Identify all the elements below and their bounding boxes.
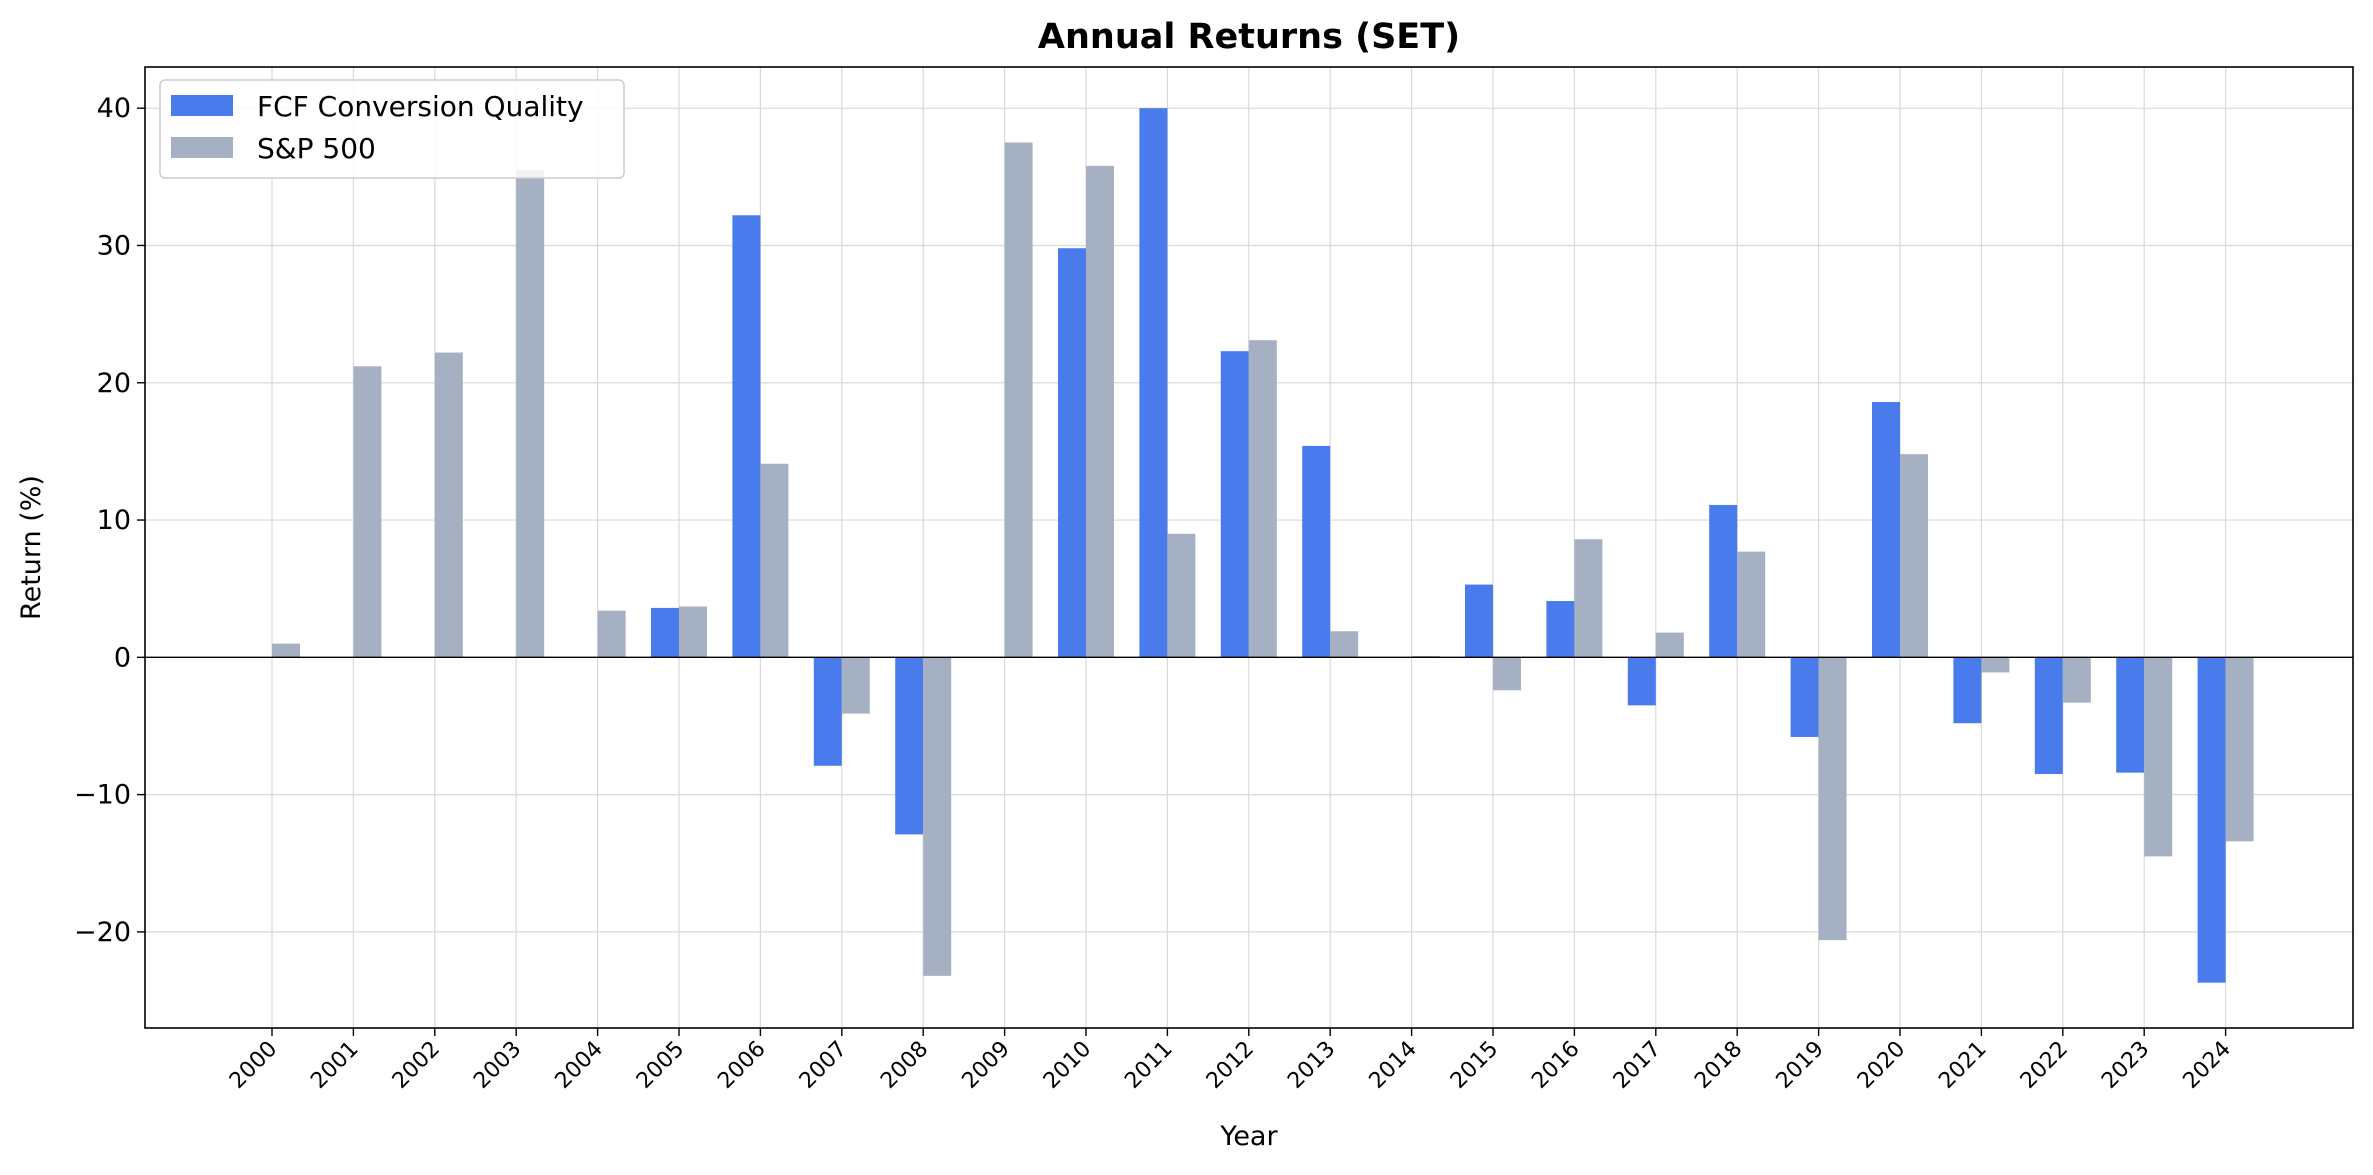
bar-sp500-2004 bbox=[597, 610, 626, 658]
x-tick-label: 2006 bbox=[713, 1037, 770, 1094]
bar-sp500-2015 bbox=[1493, 657, 1521, 691]
x-tick-label: 2009 bbox=[958, 1037, 1015, 1094]
bar-sp500-2002 bbox=[434, 352, 463, 658]
bar-sp500-2003 bbox=[516, 169, 545, 658]
bar-sp500-2020 bbox=[1900, 454, 1928, 658]
bar-sp500-2000 bbox=[272, 643, 300, 658]
x-tick-label: 2013 bbox=[1283, 1037, 1340, 1094]
bar-fcf-2023 bbox=[2116, 657, 2145, 773]
x-tick-label: 2015 bbox=[1446, 1037, 1503, 1094]
y-tick-label: 40 bbox=[97, 93, 131, 124]
y-tick-label: 0 bbox=[114, 642, 131, 673]
x-tick-label: 2007 bbox=[795, 1037, 852, 1094]
bar-fcf-2020 bbox=[1872, 401, 1900, 658]
bar-sp500-2018 bbox=[1737, 551, 1766, 658]
y-tick-label: −10 bbox=[74, 780, 131, 811]
x-tick-label: 2021 bbox=[1934, 1037, 1991, 1094]
bar-sp500-2013 bbox=[1330, 631, 1359, 658]
legend: FCF Conversion Quality S&P 500 bbox=[159, 79, 625, 179]
bar-fcf-2012 bbox=[1220, 351, 1249, 658]
y-tick-label: 30 bbox=[97, 230, 131, 261]
y-tick-label: −20 bbox=[74, 917, 131, 948]
bar-fcf-2013 bbox=[1302, 445, 1331, 658]
x-tick-label: 2011 bbox=[1120, 1037, 1177, 1094]
x-tick-label: 2003 bbox=[469, 1037, 526, 1094]
x-axis-label: Year bbox=[1219, 1121, 1278, 1152]
bar-fcf-2016 bbox=[1546, 601, 1575, 658]
bar-sp500-2024 bbox=[2225, 657, 2254, 842]
x-tick-label: 2010 bbox=[1039, 1037, 1096, 1094]
bar-sp500-2006 bbox=[760, 463, 789, 658]
bar-sp500-2009 bbox=[1004, 142, 1033, 658]
x-tick-label: 2000 bbox=[225, 1037, 282, 1094]
bar-fcf-2017 bbox=[1627, 657, 1656, 706]
x-tick-label: 2008 bbox=[876, 1037, 933, 1094]
y-axis-ticks: −20 −10 0 10 20 30 40 bbox=[74, 93, 145, 948]
bar-fcf-2008 bbox=[895, 657, 924, 835]
x-tick-label: 2022 bbox=[2016, 1037, 2073, 1094]
bar-sp500-2011 bbox=[1167, 533, 1196, 658]
bar-sp500-2007 bbox=[841, 657, 870, 714]
bar-sp500-2017 bbox=[1655, 632, 1684, 658]
bar-fcf-2011 bbox=[1139, 108, 1168, 658]
legend-box bbox=[159, 79, 625, 179]
chart-title: Annual Returns (SET) bbox=[1038, 17, 1460, 57]
bar-sp500-2010 bbox=[1086, 165, 1114, 658]
bar-sp500-2005 bbox=[679, 606, 707, 658]
bar-fcf-2006 bbox=[732, 215, 761, 658]
x-tick-label: 2002 bbox=[388, 1037, 445, 1094]
bars-layer bbox=[272, 108, 2254, 983]
legend-swatch-sp500 bbox=[171, 137, 233, 158]
legend-label-fcf: FCF Conversion Quality bbox=[257, 90, 584, 123]
bar-sp500-2001 bbox=[353, 366, 382, 658]
x-tick-label: 2020 bbox=[1853, 1037, 1910, 1094]
bar-sp500-2016 bbox=[1574, 539, 1603, 658]
bar-fcf-2015 bbox=[1465, 584, 1493, 658]
x-tick-label: 2023 bbox=[2097, 1037, 2154, 1094]
x-tick-label: 2012 bbox=[1202, 1037, 1259, 1094]
y-tick-label: 10 bbox=[97, 505, 131, 536]
x-axis-ticks: 2000 2001 2002 2003 2004 2005 2006 2007 2008 2009… bbox=[225, 1028, 2236, 1094]
bar-fcf-2019 bbox=[1790, 657, 1819, 737]
x-tick-label: 2005 bbox=[632, 1037, 689, 1094]
x-tick-label: 2024 bbox=[2179, 1037, 2236, 1094]
bar-fcf-2010 bbox=[1058, 248, 1086, 658]
x-tick-label: 2001 bbox=[306, 1037, 363, 1094]
x-tick-label: 2019 bbox=[1772, 1037, 1829, 1094]
bar-sp500-2021 bbox=[1981, 657, 2010, 673]
bar-sp500-2008 bbox=[923, 657, 952, 976]
y-axis-label: Return (%) bbox=[16, 475, 47, 620]
bar-sp500-2023 bbox=[2144, 657, 2173, 857]
bar-fcf-2018 bbox=[1709, 504, 1738, 658]
x-tick-label: 2004 bbox=[551, 1037, 608, 1094]
x-tick-label: 2018 bbox=[1690, 1037, 1747, 1094]
legend-label-sp500: S&P 500 bbox=[257, 132, 376, 165]
x-tick-label: 2016 bbox=[1527, 1037, 1584, 1094]
x-tick-label: 2014 bbox=[1365, 1037, 1422, 1094]
bar-fcf-2005 bbox=[651, 607, 679, 658]
bar-sp500-2012 bbox=[1248, 340, 1277, 658]
bar-fcf-2007 bbox=[813, 657, 842, 766]
bar-fcf-2024 bbox=[2197, 657, 2226, 983]
bar-sp500-2022 bbox=[2062, 657, 2091, 703]
x-tick-label: 2017 bbox=[1609, 1037, 1666, 1094]
bar-sp500-2019 bbox=[1818, 657, 1847, 941]
y-tick-label: 20 bbox=[97, 368, 131, 399]
bar-fcf-2021 bbox=[1953, 657, 1982, 724]
bar-fcf-2022 bbox=[2034, 657, 2063, 775]
legend-swatch-fcf bbox=[171, 95, 233, 116]
